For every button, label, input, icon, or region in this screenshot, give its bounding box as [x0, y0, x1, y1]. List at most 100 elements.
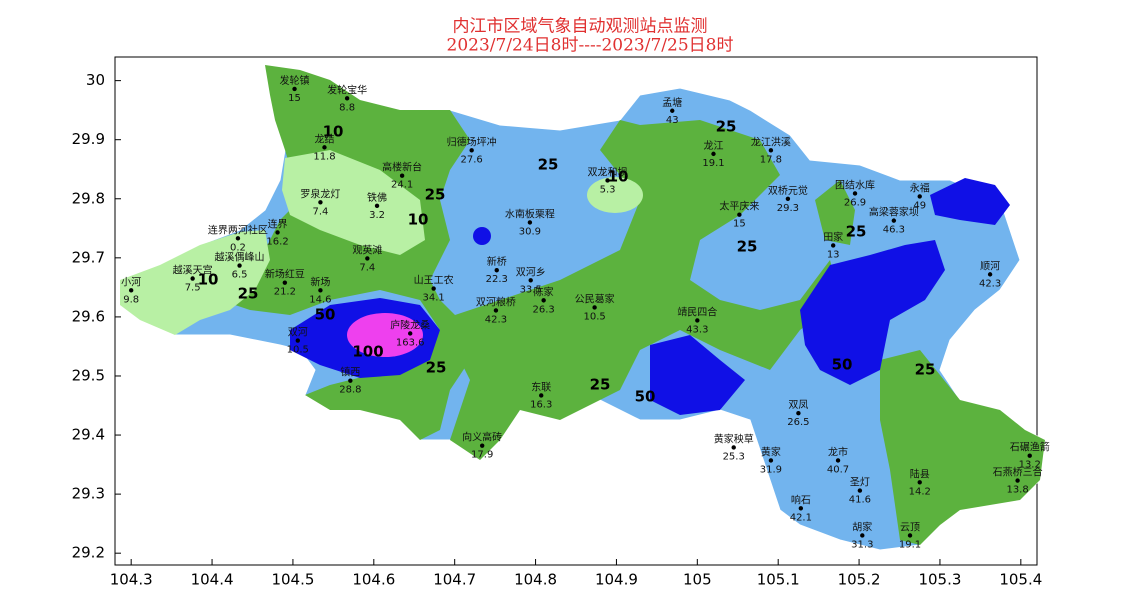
station-value: 42.3	[979, 278, 1001, 289]
contour-label: 10	[408, 211, 429, 229]
station-value: 14.6	[309, 294, 331, 305]
region-10-25	[815, 180, 855, 245]
station-dot	[835, 458, 841, 463]
region-50-100	[650, 335, 745, 415]
y-tick-label: 29.9	[72, 130, 105, 148]
station-name: 永福	[910, 181, 930, 194]
station-name: 龙江洪溪	[751, 135, 791, 148]
region-50-100	[800, 240, 945, 385]
station-value: 5.3	[600, 184, 616, 195]
station-dot	[785, 196, 791, 201]
station-dot	[399, 173, 405, 178]
region-10-25	[220, 65, 470, 440]
x-tick-label: 105.1	[757, 571, 800, 589]
contour-label: 25	[915, 361, 936, 379]
station-value: 16.2	[266, 236, 288, 247]
station-value: 21.2	[274, 287, 296, 298]
station-dot	[348, 378, 353, 383]
station-dot	[695, 318, 700, 323]
station-dot	[494, 268, 499, 273]
station-name: 双河	[288, 327, 308, 339]
station-dot	[128, 288, 134, 293]
station-dot	[917, 194, 922, 199]
station-name: 田家	[823, 230, 843, 243]
station-name: 石燕桥三合	[993, 466, 1043, 479]
station-value: 10.5	[287, 345, 309, 356]
title: 内江市区域气象自动观测站点监测	[453, 17, 708, 37]
station-value: 8.8	[339, 102, 355, 113]
station-name: 石碾渔箭	[1010, 441, 1050, 454]
subtitle: 2023/7/24日8时----2023/7/25日8时	[447, 36, 734, 56]
station-name: 高楼新台	[382, 161, 422, 174]
station-dot	[731, 445, 736, 450]
contour-label: 25	[846, 223, 867, 241]
rain-regions	[119, 64, 1046, 551]
y-tick-label: 29.3	[72, 485, 105, 503]
station-dot	[907, 533, 913, 538]
x-tick-label: 104.9	[595, 571, 638, 589]
station-dot	[469, 148, 474, 153]
station-name: 发轮镇	[280, 74, 310, 87]
station-dot	[190, 276, 195, 281]
station-dot	[365, 256, 370, 261]
station-value: 11.8	[313, 151, 335, 162]
station-value: 30.9	[519, 226, 541, 237]
station-value: 3.2	[369, 210, 385, 221]
station-dot	[852, 191, 858, 196]
station-name: 孟塘	[662, 96, 682, 109]
station-dot	[670, 108, 675, 113]
station-name: 胡家	[852, 520, 872, 533]
region-100	[347, 313, 423, 357]
y-tick-label: 29.6	[72, 307, 105, 325]
station-value: 24.1	[391, 180, 413, 191]
station-dot	[295, 338, 300, 343]
station-value: 42.3	[485, 314, 507, 325]
contour-label: 10	[323, 123, 344, 141]
station-dot	[1027, 453, 1032, 458]
station-dot	[527, 220, 533, 225]
station-dot	[860, 533, 865, 538]
station-name: 双凤	[788, 399, 808, 411]
station-value: 29.3	[777, 203, 799, 214]
station-dot	[493, 308, 499, 313]
station-name: 观英滩	[352, 243, 382, 256]
station-dot	[737, 212, 742, 217]
station-dot	[408, 331, 413, 336]
station-name: 越溪天宫	[173, 264, 213, 277]
station-value: 13.2	[1019, 460, 1041, 471]
station-value: 0.2	[230, 242, 246, 253]
station-name: 靖民四合	[677, 305, 717, 318]
contour-label: 10	[608, 168, 629, 186]
station-name: 新桥	[487, 255, 507, 268]
station-value: 13.8	[1006, 485, 1028, 496]
station-dot	[318, 288, 323, 293]
station-value: 43.3	[686, 324, 708, 335]
y-tick-label: 29.2	[72, 544, 105, 562]
station-dot	[711, 151, 716, 157]
station-dot	[605, 178, 610, 183]
station-dot	[282, 280, 288, 285]
station-value: 7.5	[185, 283, 201, 294]
station-dot	[917, 480, 922, 485]
region-0-10	[120, 230, 270, 335]
contour-label: 10	[198, 271, 219, 289]
station-value: 42.1	[790, 512, 812, 523]
station-name: 归德场坪冲	[447, 135, 497, 148]
x-tick-label: 104.5	[271, 571, 314, 589]
station-name: 太平庆来	[719, 200, 759, 213]
station-dot	[479, 443, 485, 448]
station-dot	[528, 278, 533, 283]
station-name: 高梁蓉家坝	[869, 206, 919, 219]
y-tick-label: 29.7	[72, 248, 105, 266]
station-dot	[237, 263, 242, 268]
station-dot	[768, 148, 774, 153]
station-name: 黄家	[761, 445, 781, 458]
station-dot	[235, 236, 241, 241]
y-tick-label: 29.4	[72, 426, 105, 444]
station-dot	[891, 218, 897, 223]
station-dot	[539, 393, 544, 398]
station-value: 19.1	[702, 158, 724, 169]
station-dot	[768, 458, 774, 463]
x-tick-label: 104.8	[514, 571, 557, 589]
station-name: 水南板栗程	[505, 207, 555, 220]
